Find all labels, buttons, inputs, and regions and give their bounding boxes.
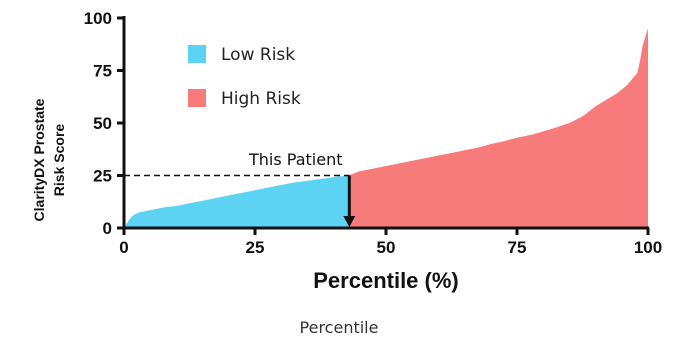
x-tick-label: 50 xyxy=(377,238,396,257)
patient-label: This Patient xyxy=(248,150,343,169)
x-tick-label: 75 xyxy=(508,238,527,257)
y-tick-label: 75 xyxy=(93,62,112,81)
patient-annotation: This Patient xyxy=(124,150,356,227)
area-layer xyxy=(124,28,648,228)
x-axis-title: Percentile (%) xyxy=(313,268,459,293)
risk-chart: 0 25 50 75 100 0 25 50 75 100 ClarityDX Prostate … xyxy=(31,9,663,293)
legend-swatch-low-risk xyxy=(188,45,206,63)
y-tick-label: 0 xyxy=(103,219,112,238)
y-axis-title-line-2: Risk Score xyxy=(51,124,67,197)
legend-label-high-risk: High Risk xyxy=(221,89,301,109)
tick-layer: 0 25 50 75 100 0 25 50 75 100 xyxy=(84,9,663,257)
low-risk-area xyxy=(124,175,350,228)
y-axis-title: ClarityDX Prostate Risk Score xyxy=(31,98,67,221)
x-tick-label: 100 xyxy=(634,238,662,257)
legend-swatch-high-risk xyxy=(188,89,206,107)
patient-arrow-head xyxy=(343,216,356,227)
x-tick-label: 25 xyxy=(246,238,265,257)
y-tick-label: 25 xyxy=(93,167,112,186)
caption: Percentile xyxy=(299,318,379,337)
legend: Low Risk High Risk xyxy=(188,45,301,109)
y-axis-title-line-1: ClarityDX Prostate xyxy=(31,98,47,221)
x-tick-label: 0 xyxy=(119,238,128,257)
y-tick-label: 50 xyxy=(93,114,112,133)
high-risk-area xyxy=(349,28,648,228)
y-tick-label: 100 xyxy=(84,9,112,28)
legend-label-low-risk: Low Risk xyxy=(221,45,295,65)
